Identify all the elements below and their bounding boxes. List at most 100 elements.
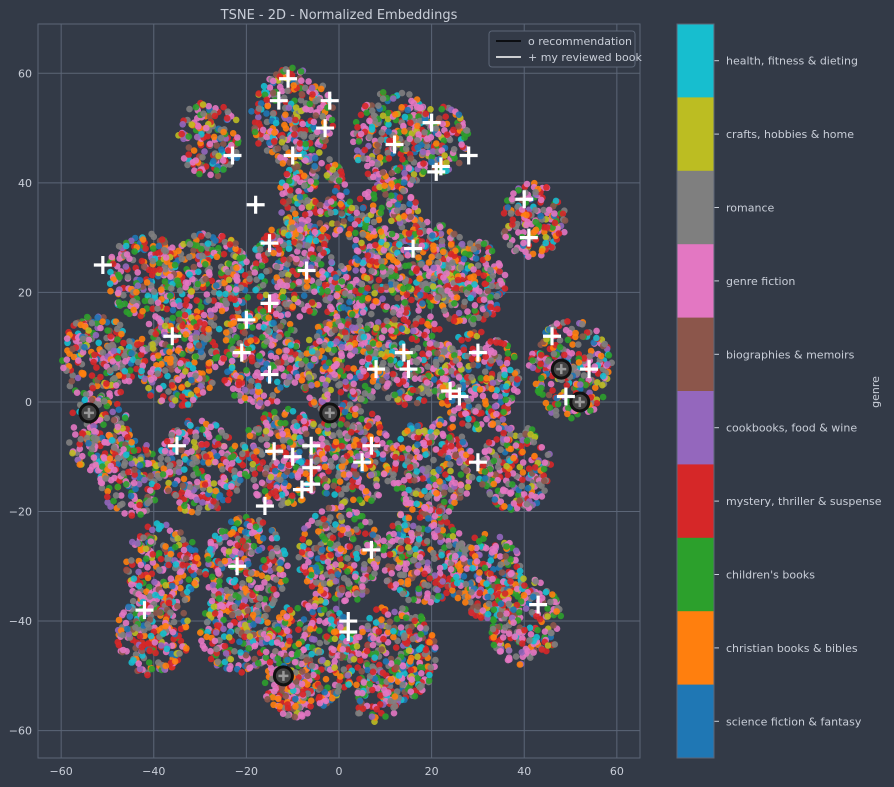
book-point	[346, 344, 354, 352]
book-point	[319, 226, 327, 233]
book-point	[292, 104, 300, 111]
book-point	[145, 320, 153, 328]
book-point	[142, 446, 150, 454]
book-point	[110, 347, 118, 355]
book-point	[184, 401, 192, 408]
book-point	[142, 245, 149, 252]
book-point	[504, 204, 512, 211]
book-point	[468, 374, 475, 381]
book-point	[561, 217, 569, 224]
book-point	[427, 302, 434, 310]
book-point	[414, 122, 421, 130]
book-point	[63, 335, 71, 342]
book-point	[244, 294, 251, 301]
book-point	[327, 198, 335, 205]
book-point	[327, 294, 334, 302]
book-point	[273, 398, 281, 405]
book-point	[502, 233, 510, 241]
book-point	[298, 360, 305, 368]
book-point	[69, 345, 76, 353]
book-point	[185, 133, 193, 140]
book-point	[168, 382, 176, 389]
book-point	[131, 248, 138, 255]
book-point	[312, 112, 320, 119]
book-point	[108, 253, 116, 261]
book-point	[255, 105, 263, 112]
book-point	[232, 286, 240, 293]
book-point	[114, 483, 122, 491]
book-point	[497, 339, 504, 347]
book-point	[568, 350, 576, 357]
book-point	[171, 261, 179, 269]
book-point	[423, 285, 431, 293]
book-point	[579, 333, 586, 340]
book-point	[130, 447, 138, 455]
book-point	[304, 216, 312, 224]
book-point	[224, 108, 232, 115]
book-point	[193, 297, 200, 304]
book-point	[374, 161, 382, 168]
book-point	[116, 273, 123, 281]
book-point	[369, 107, 376, 115]
book-point	[352, 287, 359, 295]
book-point	[358, 280, 365, 288]
book-point	[488, 282, 496, 290]
book-point	[341, 181, 349, 188]
book-point	[308, 299, 316, 306]
book-point	[461, 134, 468, 141]
book-point	[357, 130, 365, 138]
book-point	[241, 386, 249, 394]
book-point	[439, 248, 447, 256]
book-point	[564, 318, 571, 325]
book-point	[551, 219, 559, 227]
book-point	[114, 289, 122, 297]
book-point	[502, 396, 510, 404]
book-point	[442, 113, 450, 120]
book-point	[116, 321, 124, 329]
book-point	[385, 155, 393, 162]
book-point	[362, 102, 369, 110]
book-point	[269, 110, 277, 117]
book-point	[433, 361, 440, 369]
book-point	[154, 299, 162, 307]
book-point	[268, 226, 275, 234]
book-point	[553, 320, 561, 327]
book-point	[523, 211, 530, 219]
book-point	[199, 154, 206, 161]
book-point	[308, 133, 316, 141]
book-point	[143, 279, 151, 286]
book-point	[97, 373, 104, 381]
book-point	[436, 223, 444, 231]
book-point	[298, 90, 306, 98]
book-point	[106, 455, 114, 462]
book-point	[149, 257, 157, 265]
book-point	[434, 349, 441, 357]
book-point	[593, 327, 600, 335]
book-point	[285, 104, 293, 111]
book-point	[593, 334, 600, 342]
book-point	[180, 155, 188, 162]
book-point	[247, 337, 254, 345]
book-point	[225, 276, 233, 284]
book-point	[298, 77, 305, 84]
book-point	[361, 146, 369, 154]
book-point	[511, 353, 518, 361]
book-point	[532, 206, 539, 214]
book-point	[141, 476, 148, 484]
book-point	[489, 421, 496, 429]
book-point	[334, 284, 342, 292]
book-point	[204, 232, 212, 239]
book-point	[158, 397, 166, 404]
book-point	[233, 334, 240, 341]
book-point	[149, 345, 157, 352]
book-point	[319, 274, 327, 282]
book-point	[292, 210, 299, 218]
book-point	[318, 268, 326, 275]
book-point	[165, 479, 172, 487]
book-point	[327, 341, 334, 348]
book-point	[186, 342, 194, 349]
book-point	[337, 322, 345, 330]
book-point	[266, 84, 274, 91]
book-point	[213, 142, 221, 149]
book-point	[202, 261, 209, 268]
